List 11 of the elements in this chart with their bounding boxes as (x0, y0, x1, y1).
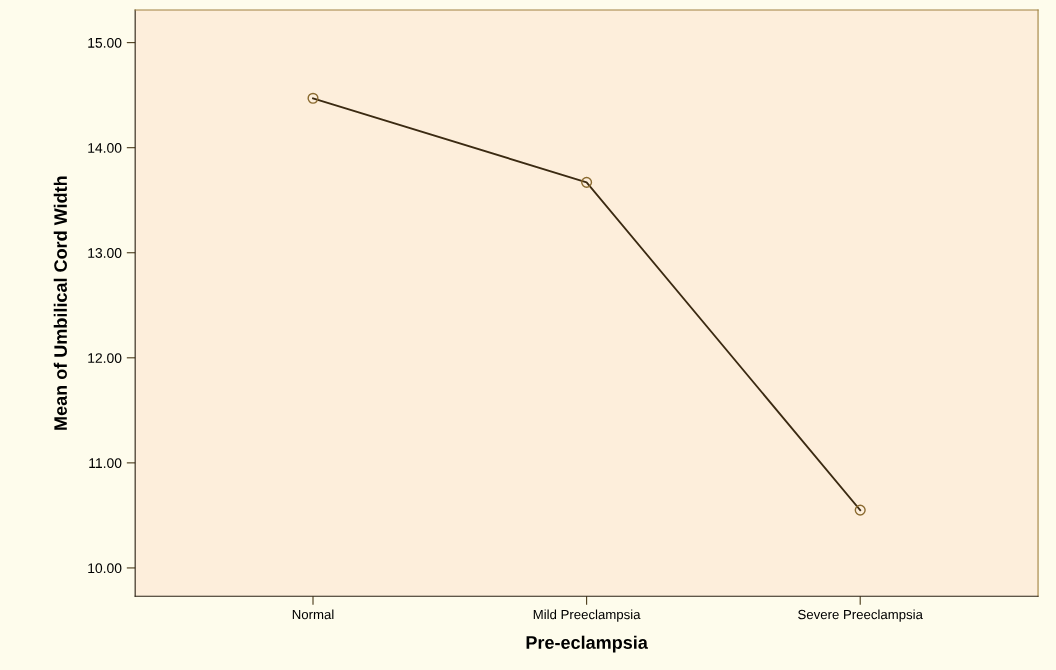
x-tick-label: Normal (292, 609, 334, 620)
y-tick-label: 11.00 (89, 458, 122, 469)
x-tick-label: Severe Preeclampsia (798, 609, 923, 622)
y-tick-label: 10.00 (88, 563, 122, 574)
y-tick-label: 13.00 (88, 248, 122, 258)
y-axis-title: Mean of Umbilical Cord Width (53, 176, 67, 430)
x-axis-title: Pre-eclampsia (526, 635, 648, 653)
x-tick-label: Mild Preeclampsia (533, 609, 641, 622)
y-tick-label: 15.00 (88, 37, 122, 48)
y-tick-label: 14.00 (88, 143, 122, 153)
y-tick-label: 12.00 (88, 353, 122, 363)
